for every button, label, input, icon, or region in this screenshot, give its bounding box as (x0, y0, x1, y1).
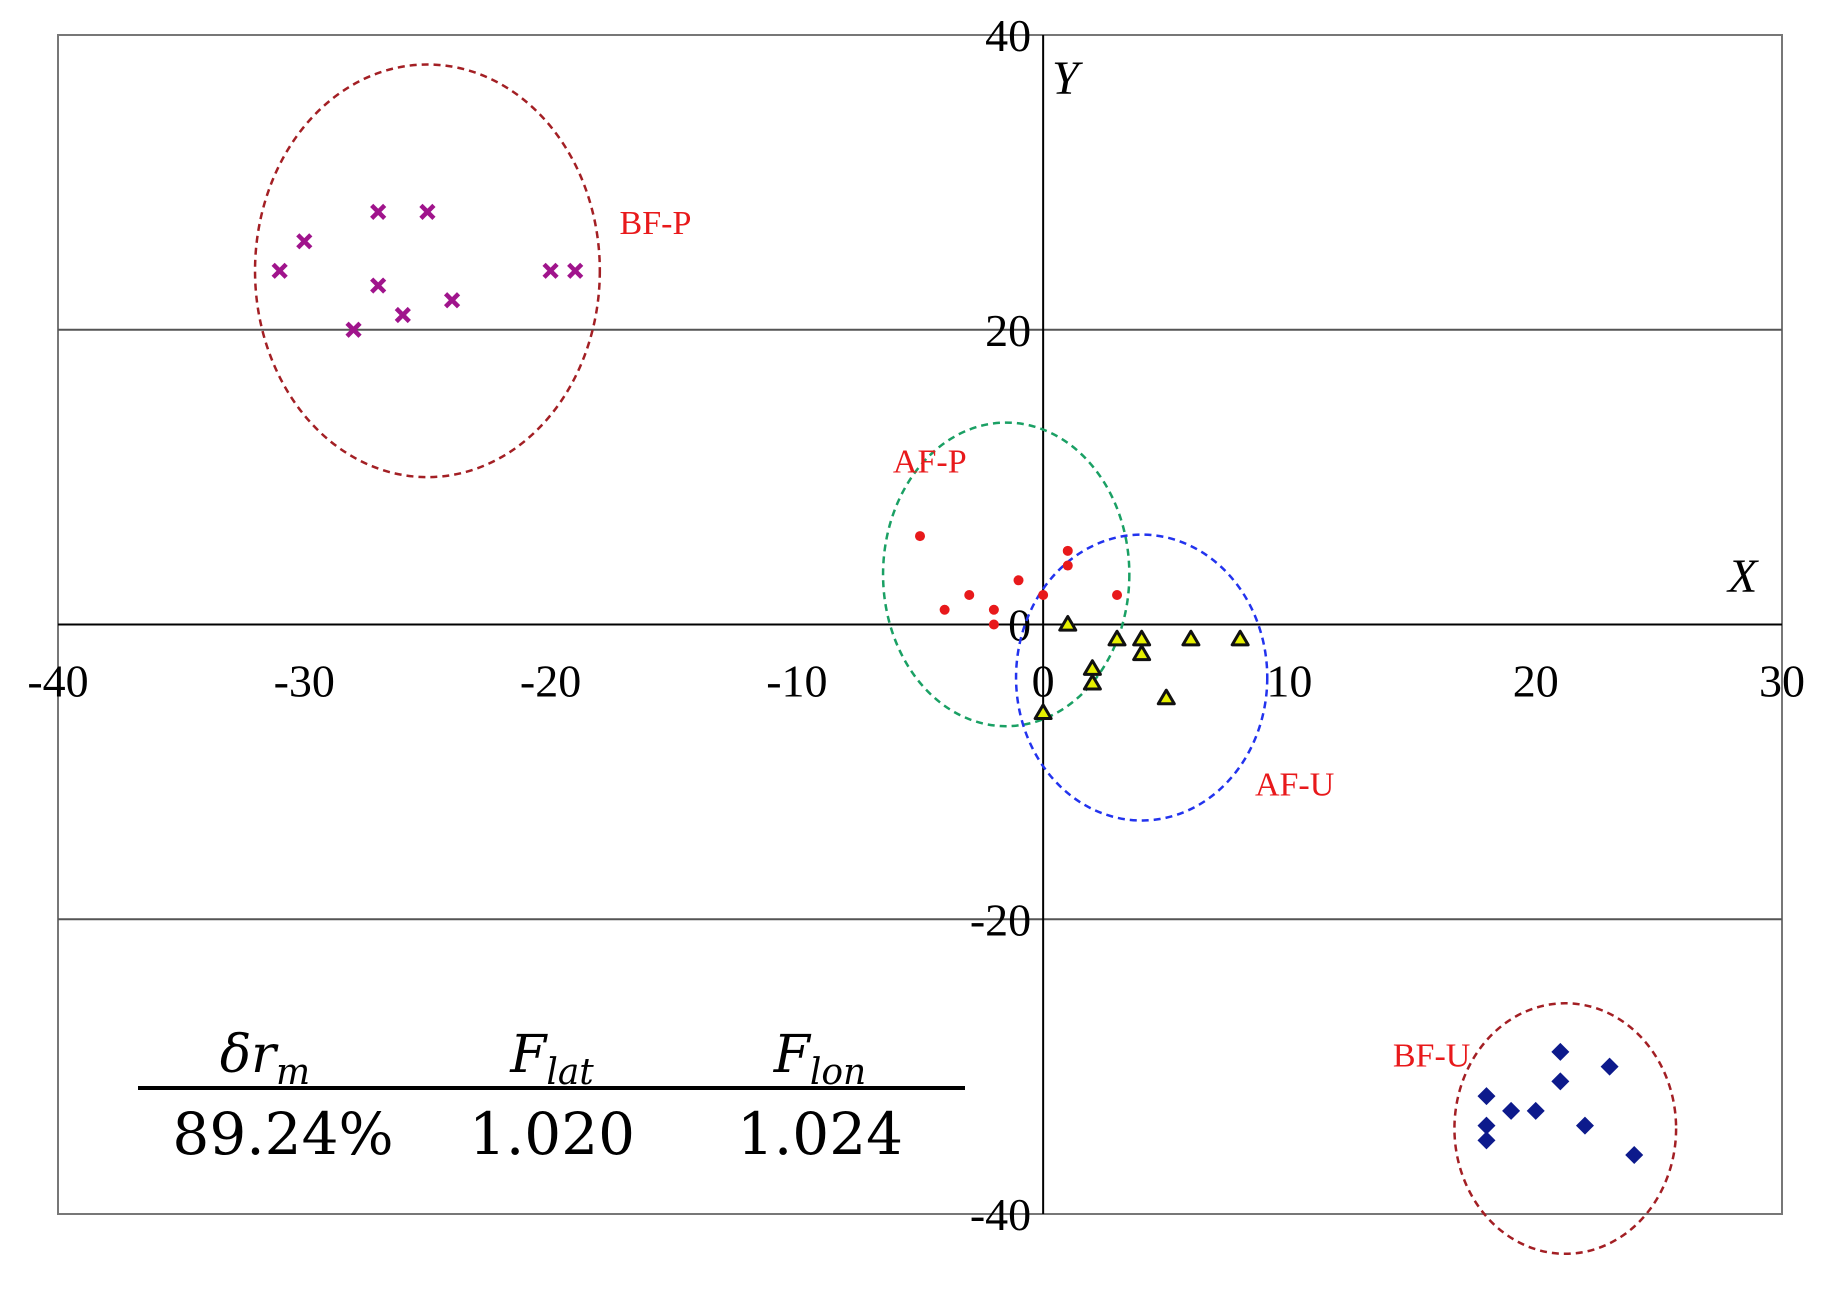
point-af-u-6 (1132, 644, 1152, 662)
x-tick-label-5: 10 (1266, 656, 1312, 707)
point-af-u-4 (1107, 629, 1127, 647)
cluster-ellipse-af-u (1014, 533, 1269, 822)
cluster-ellipse-af-p (881, 421, 1131, 728)
grid-lines (58, 328, 1782, 921)
table-value-f-lon: 1.024 (737, 1100, 903, 1168)
point-af-p-4 (988, 619, 999, 630)
table-header-f-lat: Flat (509, 1025, 594, 1093)
point-af-u-0 (1033, 703, 1053, 721)
point-bf-u-4 (1526, 1101, 1545, 1120)
cluster-label-bf-p: BF-P (620, 205, 692, 242)
table-value-delta-rm: 89.24% (172, 1100, 393, 1168)
point-bf-p-7 (443, 292, 461, 309)
annotation-table: δrm Flat Flon 89.24% 1.020 1.024 (138, 1025, 965, 1168)
cluster-ellipse-bf-p (253, 63, 602, 479)
origin-label-x: 0 (1032, 656, 1055, 707)
tick-labels: -40 -30 -20 -10 10 20 30 -40 -20 20 40 00 (27, 10, 1805, 1240)
y-tick-label-4: 40 (985, 10, 1031, 61)
point-bf-p-2 (345, 321, 362, 338)
y-tick-label-3: 20 (985, 305, 1031, 356)
point-bf-p-9 (567, 262, 584, 279)
point-bf-p-5 (394, 306, 411, 324)
point-bf-p-6 (419, 203, 436, 220)
x-tick-label-2: -20 (520, 656, 581, 707)
table-header-f-lon: Flon (773, 1025, 866, 1093)
point-af-p-2 (964, 590, 975, 601)
point-af-u-9 (1230, 629, 1250, 647)
cluster-label-af-p: AF-P (893, 444, 967, 481)
y-axis-label: Y (1052, 52, 1083, 105)
point-af-p-7 (1062, 545, 1073, 556)
point-bf-u-2 (1477, 1131, 1496, 1150)
cluster-ellipse-bf-u (1453, 1002, 1678, 1256)
x-tick-label-7: 30 (1759, 656, 1805, 707)
y-tick-label-1: -20 (970, 894, 1031, 945)
cluster-label-bf-u: BF-U (1393, 1038, 1470, 1075)
point-bf-u-9 (1625, 1146, 1644, 1165)
point-bf-u-0 (1477, 1087, 1496, 1106)
cluster-labels: BF-P AF-P AF-U BF-U (620, 205, 1471, 1075)
origin-label-y: 0 (1008, 600, 1031, 651)
point-af-u-2 (1082, 659, 1102, 676)
axes (58, 35, 1782, 1214)
point-af-p-6 (1038, 590, 1049, 601)
table-header-delta-rm: δrm (220, 1025, 310, 1093)
point-bf-p-4 (370, 277, 387, 294)
x-tick-label-0: -40 (27, 656, 88, 707)
point-af-p-8 (1062, 560, 1073, 571)
x-tick-label-6: 20 (1513, 656, 1559, 707)
point-af-u-1 (1058, 615, 1078, 632)
point-af-p-1 (939, 604, 950, 615)
header-f-lat-symbol: F (509, 1025, 548, 1085)
point-af-u-8 (1181, 629, 1201, 647)
point-bf-u-6 (1551, 1072, 1570, 1091)
point-bf-u-5 (1551, 1042, 1570, 1061)
point-af-u-7 (1156, 688, 1176, 706)
x-tick-label-3: -10 (766, 656, 827, 707)
x-axis-label: X (1726, 550, 1759, 603)
point-af-p-3 (988, 604, 999, 615)
point-bf-u-3 (1502, 1101, 1521, 1120)
point-bf-p-8 (542, 262, 559, 279)
table-value-f-lat: 1.020 (469, 1100, 635, 1168)
point-bf-u-1 (1477, 1116, 1496, 1135)
point-af-p-5 (1013, 575, 1024, 586)
point-af-p-0 (915, 531, 925, 542)
cluster-ellipses (253, 63, 1678, 1256)
header-delta-rm-symbol: δr (220, 1025, 279, 1085)
point-bf-u-7 (1575, 1116, 1594, 1135)
point-bf-u-8 (1600, 1057, 1619, 1076)
point-af-u-3 (1082, 673, 1102, 691)
cluster-label-af-u: AF-U (1255, 766, 1334, 803)
y-tick-label-0: -40 (970, 1189, 1031, 1240)
point-af-p-9 (1112, 590, 1123, 601)
point-bf-p-1 (296, 233, 313, 250)
point-af-u-5 (1132, 629, 1152, 647)
header-f-lon-symbol: F (773, 1025, 812, 1085)
x-tick-label-1: -30 (274, 656, 335, 707)
point-bf-p-0 (271, 262, 288, 279)
point-bf-p-3 (370, 203, 387, 220)
data-points (271, 203, 1644, 1165)
